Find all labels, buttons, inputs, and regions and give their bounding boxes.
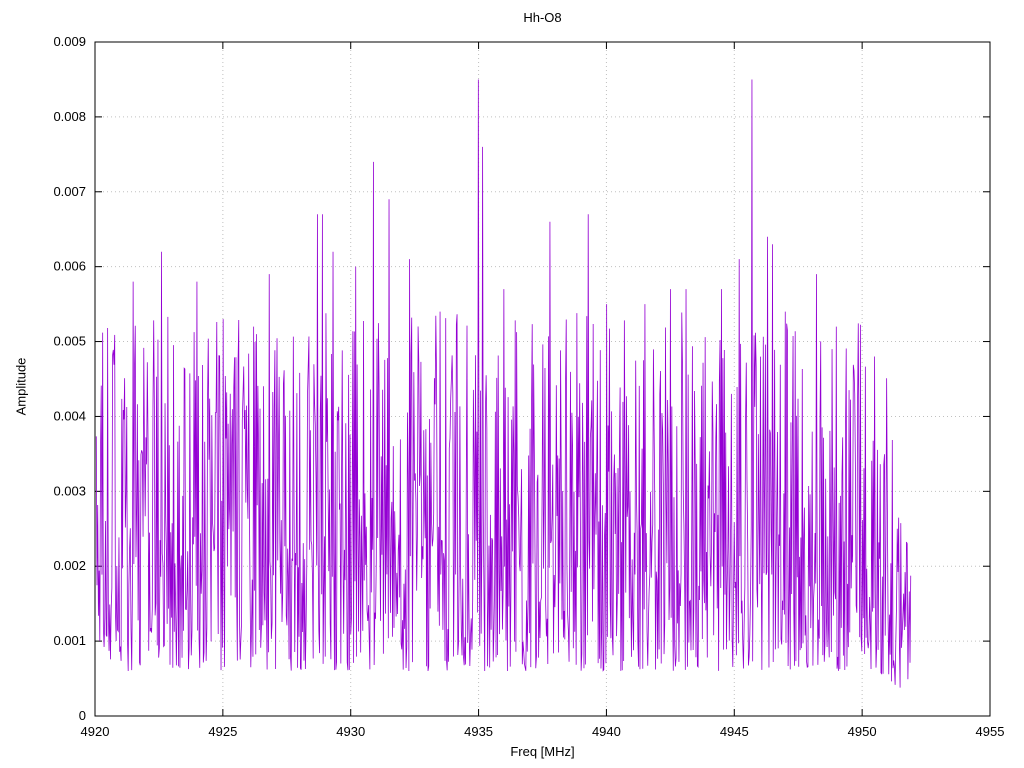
svg-text:0.002: 0.002 (53, 558, 86, 573)
svg-text:0.003: 0.003 (53, 483, 86, 498)
svg-text:4925: 4925 (208, 724, 237, 739)
svg-text:4935: 4935 (464, 724, 493, 739)
tick-marks (94, 41, 991, 717)
svg-text:0.007: 0.007 (53, 184, 86, 199)
svg-text:4945: 4945 (720, 724, 749, 739)
svg-text:0.001: 0.001 (53, 633, 86, 648)
svg-text:0: 0 (79, 708, 86, 723)
svg-text:0.004: 0.004 (53, 408, 86, 423)
plot-border (94, 41, 991, 717)
svg-text:4950: 4950 (848, 724, 877, 739)
svg-text:4920: 4920 (81, 724, 110, 739)
svg-text:0.005: 0.005 (53, 334, 86, 349)
svg-text:4940: 4940 (592, 724, 621, 739)
svg-text:4955: 4955 (976, 724, 1005, 739)
tick-labels: 4920 4925 4930 4935 4940 4945 4950 4955 0 0.001 0.… (53, 34, 1004, 739)
x-axis-label: Freq [MHz] (510, 744, 575, 759)
svg-text:0.009: 0.009 (53, 34, 86, 49)
spectrum-series (95, 79, 912, 688)
svg-text:4930: 4930 (336, 724, 365, 739)
svg-text:0.006: 0.006 (53, 259, 86, 274)
chart-title: Hh-O8 (523, 10, 562, 25)
svg-text:0.008: 0.008 (53, 109, 86, 124)
